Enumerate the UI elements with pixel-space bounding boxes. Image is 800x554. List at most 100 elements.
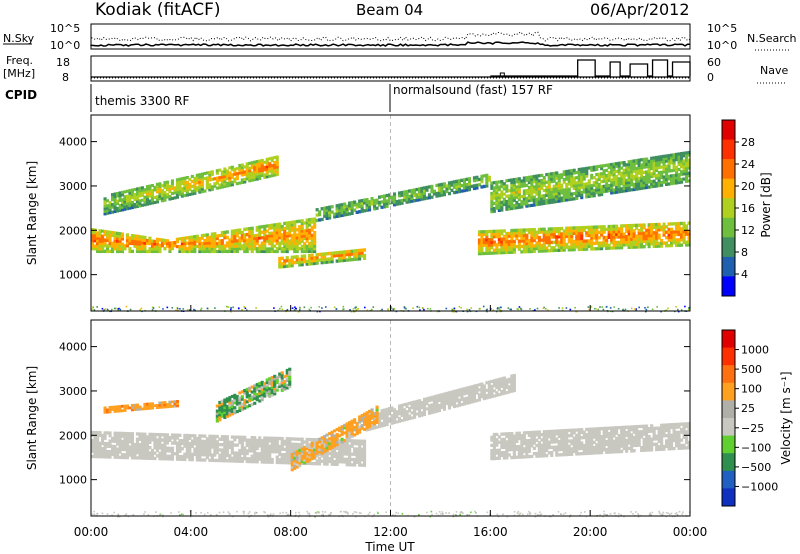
data-cell [570, 195, 574, 199]
data-cell [373, 414, 377, 418]
data-cell [585, 244, 589, 249]
data-cell [323, 214, 327, 218]
data-cell [335, 206, 339, 210]
data-cell [580, 175, 584, 179]
data-cell [408, 409, 412, 413]
data-cell [500, 377, 504, 381]
data-cell [225, 443, 229, 447]
data-cell [130, 188, 134, 192]
data-cell [235, 410, 239, 414]
data-cell [675, 173, 679, 177]
data-cell [278, 222, 282, 226]
data-cell [225, 412, 229, 416]
data-cell [318, 459, 322, 463]
data-cell [128, 450, 132, 454]
data-cell [371, 308, 373, 311]
data-cell [315, 449, 319, 453]
data-cell [420, 189, 424, 193]
data-cell [515, 200, 519, 205]
data-cell [218, 403, 222, 407]
data-cell [250, 395, 254, 399]
data-cell [375, 206, 379, 210]
data-cell [325, 451, 329, 455]
data-cell [527, 204, 531, 208]
data-cell [313, 233, 317, 237]
data-cell [350, 452, 354, 456]
data-cell [213, 184, 217, 188]
data-cell [672, 238, 676, 242]
data-cell [580, 180, 584, 184]
data-cell [263, 384, 267, 388]
data-cell [195, 455, 199, 459]
data-cell [113, 236, 117, 240]
data-cell [258, 436, 262, 440]
data-cell [592, 194, 596, 198]
data-cell [632, 182, 636, 186]
data-cell [305, 453, 309, 458]
data-cell [155, 245, 159, 249]
data-cell [540, 199, 544, 203]
data-cell [682, 229, 686, 234]
data-cell [308, 220, 312, 224]
data-cell [492, 381, 496, 385]
data-cell [158, 406, 162, 409]
data-cell [220, 451, 224, 455]
data-cell [178, 192, 182, 196]
data-cell [248, 232, 252, 236]
data-cell [160, 184, 164, 188]
data-cell [487, 229, 491, 234]
data-cell [233, 180, 237, 184]
data-cell [637, 181, 641, 186]
data-cell [315, 446, 319, 450]
data-cell [185, 241, 189, 245]
data-cell [652, 182, 656, 186]
data-cell [91, 236, 95, 240]
data-cell [138, 247, 142, 251]
data-cell [590, 241, 594, 246]
data-cell [155, 182, 159, 186]
data-cell [183, 457, 187, 462]
data-cell [353, 203, 357, 207]
data-cell [620, 246, 624, 250]
data-cell [270, 234, 274, 238]
data-cell [350, 434, 354, 438]
data-cell [562, 170, 566, 174]
data-cell [235, 244, 239, 248]
data-cell [118, 437, 122, 441]
data-cell [168, 446, 172, 450]
data-cell [260, 173, 264, 177]
data-cell [178, 190, 182, 194]
data-cell [325, 211, 329, 215]
data-cell [123, 447, 127, 452]
data-cell [450, 390, 454, 394]
data-cell [388, 196, 392, 200]
data-cell [487, 395, 491, 399]
data-cell [320, 438, 324, 442]
data-cell [230, 409, 234, 413]
data-cell [193, 176, 197, 180]
data-cell [260, 457, 264, 461]
data-cell [610, 241, 614, 245]
data-cell [193, 452, 197, 457]
data-cell [550, 174, 554, 178]
data-cell [590, 225, 594, 229]
data-cell [542, 227, 546, 231]
data-cell [398, 199, 402, 203]
data-cell [537, 246, 541, 251]
data-cell [193, 442, 197, 446]
data-cell [520, 205, 524, 209]
data-cell [602, 235, 606, 240]
data-cell [195, 239, 199, 243]
data-cell [515, 180, 519, 184]
data-cell [360, 442, 364, 446]
ytick-label: 3000 [59, 180, 87, 193]
data-cell [280, 241, 284, 245]
data-cell [582, 244, 586, 249]
data-cell [652, 179, 656, 183]
data-cell [188, 192, 192, 196]
data-cell [437, 404, 441, 408]
data-cell [677, 243, 681, 247]
data-cell [547, 238, 551, 242]
data-cell [517, 187, 521, 191]
data-cell [360, 416, 364, 420]
